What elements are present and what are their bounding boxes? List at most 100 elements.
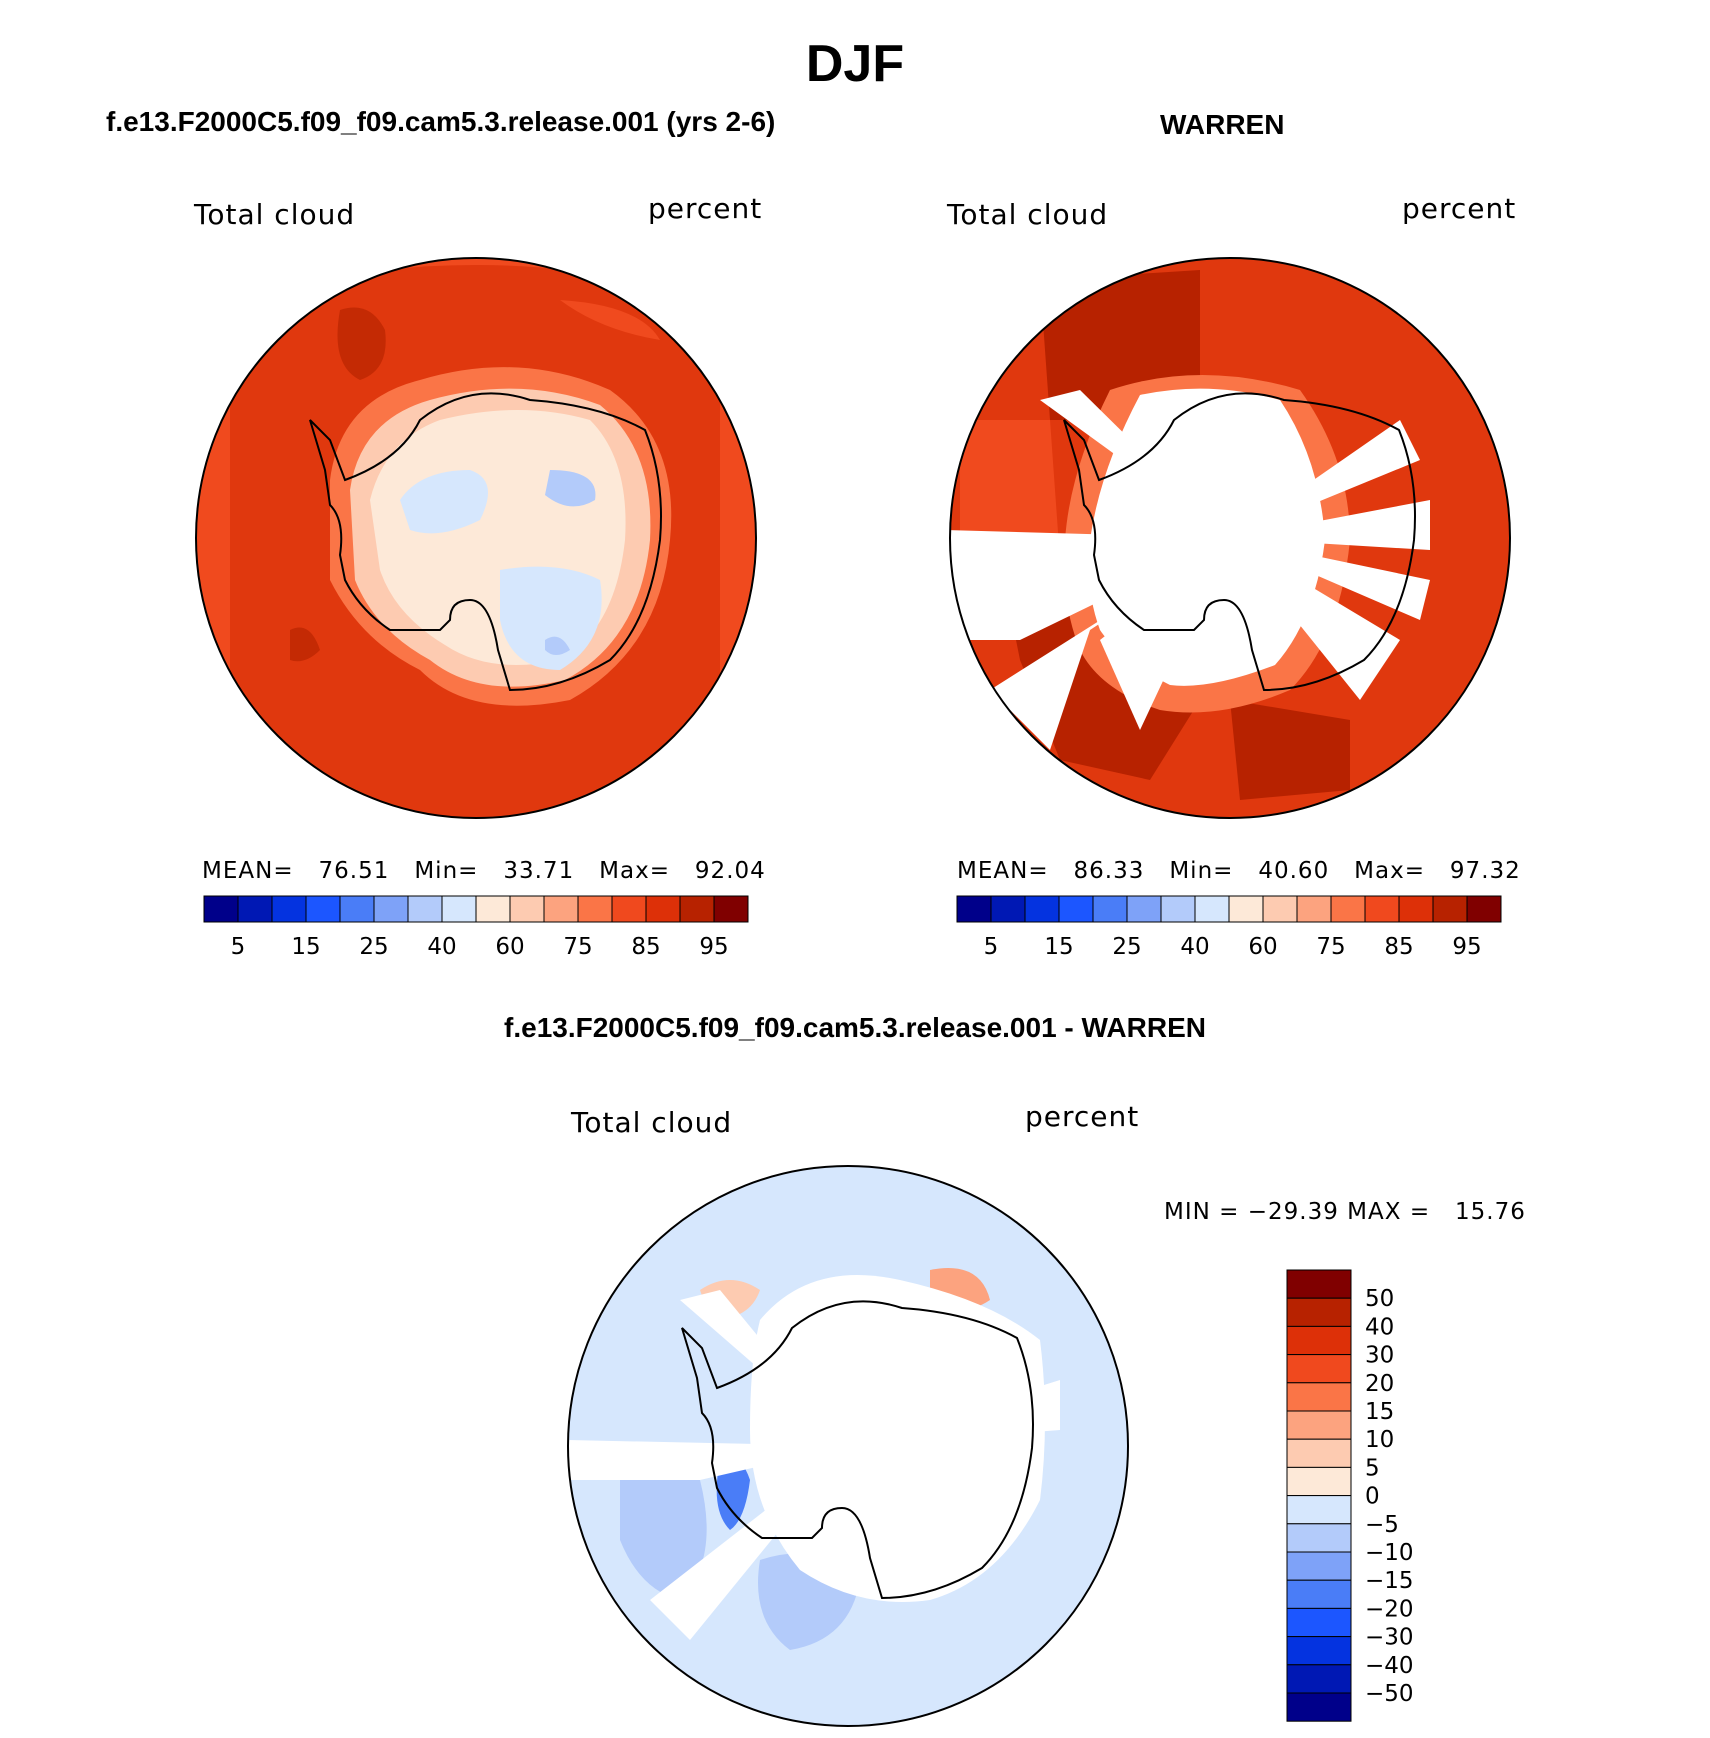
colorbar-swatch xyxy=(509,895,545,923)
high-cloud-patch xyxy=(1230,700,1350,800)
model-units-label: percent xyxy=(648,192,763,225)
colorbar-swatch xyxy=(1228,895,1264,923)
cloud-band xyxy=(960,420,1060,560)
colorbar-tick-label: 15 xyxy=(291,934,320,960)
map-boundary xyxy=(949,257,1511,819)
missing-data xyxy=(1040,390,1230,538)
mean-value: 76.51 xyxy=(318,858,390,884)
colorbar-swatch xyxy=(1286,1579,1352,1609)
model-colorbar: 5 15 25 40 60 75 85 95 xyxy=(203,895,749,960)
colorbar-swatch xyxy=(1286,1551,1352,1581)
colorbar-tick-label: 30 xyxy=(1365,1343,1394,1369)
antarctica-coastline xyxy=(1063,392,1416,692)
colorbar-tick-label: 15 xyxy=(1365,1399,1394,1425)
colorbar-swatch xyxy=(990,895,1026,923)
colorbar-tick-label: −50 xyxy=(1365,1681,1414,1707)
colorbar-swatch xyxy=(1160,895,1196,923)
diff-variable-label: Total cloud xyxy=(571,1106,733,1139)
mean-label: MEAN= xyxy=(957,858,1049,884)
colorbar-swatch xyxy=(1092,895,1128,923)
colorbar-swatch xyxy=(305,895,341,923)
obs-units-label: percent xyxy=(1402,192,1517,225)
colorbar-swatch xyxy=(339,895,375,923)
high-cloud-patch xyxy=(337,307,386,380)
colorbar-swatch xyxy=(1286,1636,1352,1666)
max-label: Max= xyxy=(599,858,670,884)
colorbar-tick-label: −5 xyxy=(1365,1512,1399,1538)
colorbar-swatch xyxy=(1058,895,1094,923)
model-polar-map xyxy=(195,257,757,819)
ocean-field xyxy=(560,300,660,340)
colorbar-swatch xyxy=(1286,1382,1352,1412)
colorbar-swatch xyxy=(1286,1523,1352,1553)
colorbar-swatch xyxy=(1364,895,1400,923)
colorbar-tick-label: 60 xyxy=(495,934,524,960)
max-label: MAX = xyxy=(1347,1199,1431,1225)
colorbar-swatch xyxy=(441,895,477,923)
max-label: Max= xyxy=(1354,858,1425,884)
colorbar-tick-label: 75 xyxy=(563,934,592,960)
diff-heading: f.e13.F2000C5.f09_f09.cam5.3.release.001… xyxy=(504,1012,1206,1043)
colorbar-tick-label: −30 xyxy=(1365,1625,1414,1651)
mean-value: 86.33 xyxy=(1073,858,1145,884)
missing-data xyxy=(1100,538,1230,730)
missing-data xyxy=(1230,538,1430,620)
missing-data xyxy=(848,1380,1060,1446)
map-boundary xyxy=(195,257,757,819)
missing-data xyxy=(650,1446,848,1640)
colorbar-swatch xyxy=(1286,1438,1352,1468)
low-cloud-patch xyxy=(400,470,488,534)
colorbar-swatch xyxy=(1466,895,1502,923)
colorbar-tick-label: 20 xyxy=(1365,1371,1394,1397)
max-value: 15.76 xyxy=(1455,1199,1526,1225)
colorbar-tick-label: 50 xyxy=(1365,1286,1394,1312)
colorbar-tick-label: 0 xyxy=(1365,1484,1380,1510)
model-heading: f.e13.F2000C5.f09_f09.cam5.3.release.001… xyxy=(106,106,776,137)
colorbar-tick-label: 5 xyxy=(231,934,246,960)
colorbar-tick-label: 5 xyxy=(1365,1455,1380,1481)
colorbar-swatch xyxy=(407,895,443,923)
min-value: 40.60 xyxy=(1258,858,1330,884)
colorbar-swatch xyxy=(1286,1269,1352,1299)
model-stats: MEAN= 76.51 Min= 33.71 Max= 92.04 xyxy=(202,858,766,884)
colorbar-swatch xyxy=(1330,895,1366,923)
colorbar-swatch xyxy=(1398,895,1434,923)
negative-patch xyxy=(620,1465,707,1600)
colorbar-swatch xyxy=(203,895,239,923)
min-label: Min= xyxy=(1169,858,1234,884)
colorbar-swatch xyxy=(1194,895,1230,923)
high-cloud-patch xyxy=(290,627,320,662)
colorbar-swatch xyxy=(1286,1495,1352,1525)
colorbar-swatch xyxy=(679,895,715,923)
colorbar-swatch xyxy=(373,895,409,923)
colorbar-swatch xyxy=(611,895,647,923)
colorbar-tick-label: 25 xyxy=(359,934,388,960)
diff-polar-map xyxy=(567,1165,1129,1727)
missing-data xyxy=(1230,500,1430,550)
colorbar-swatch xyxy=(237,895,273,923)
obs-polar-map xyxy=(949,257,1511,819)
colorbar-tick-label: 40 xyxy=(1365,1314,1394,1340)
colorbar-tick-label: 95 xyxy=(699,934,728,960)
missing-data xyxy=(568,1440,848,1480)
colorbar-swatch xyxy=(956,895,992,923)
colorbar-swatch xyxy=(271,895,307,923)
min-value: 33.71 xyxy=(503,858,575,884)
colorbar-swatch xyxy=(1286,1297,1352,1327)
max-value: 97.32 xyxy=(1449,858,1521,884)
colorbar-tick-label: 60 xyxy=(1248,934,1277,960)
colorbar-swatch xyxy=(1024,895,1060,923)
model-variable-label: Total cloud xyxy=(194,198,356,231)
colorbar-swatch xyxy=(577,895,613,923)
colorbar-tick-label: −10 xyxy=(1365,1540,1414,1566)
colorbar-tick-label: −40 xyxy=(1365,1653,1414,1679)
max-value: 92.04 xyxy=(694,858,766,884)
colorbar-swatch xyxy=(1286,1410,1352,1440)
colorbar-tick-label: 85 xyxy=(1384,934,1413,960)
missing-data xyxy=(990,538,1230,750)
colorbar-swatch xyxy=(475,895,511,923)
colorbar-tick-label: 40 xyxy=(427,934,456,960)
colorbar-swatch xyxy=(1126,895,1162,923)
min-value: −29.39 xyxy=(1247,1199,1339,1225)
